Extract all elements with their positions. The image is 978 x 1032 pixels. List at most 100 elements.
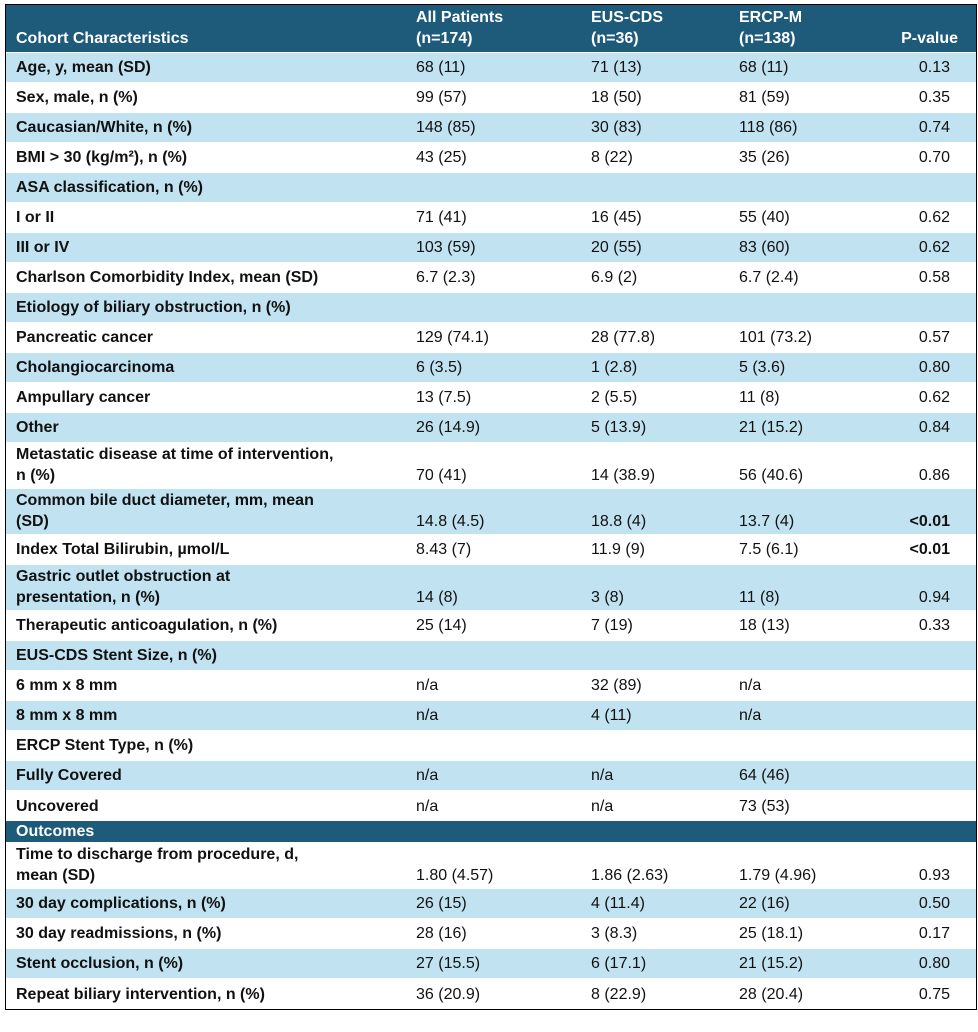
row-label: Caucasian/White, n (%) [16,119,193,136]
table-row: Sex, male, n (%) 99 (57) 18 (50) 81 (59) 0.3… [6,83,976,113]
header-all-patients: All Patients (n=174) [416,9,504,47]
cell-all-patients: 103 (59) [416,239,476,256]
cell-all-patients: 129 (74.1) [416,329,489,346]
cell-p-value: 0.17 [918,925,950,942]
header-cohort-characteristics: Cohort Characteristics [16,30,189,47]
cell-p-value: 0.33 [918,617,950,634]
row-label: Stent occlusion, n (%) [16,955,184,972]
cell-p-value: 0.13 [918,59,950,76]
cell-eus-cds: 6.9 (2) [591,269,638,286]
cell-all-patients: 14 (8) [416,589,458,606]
cell-eus-cds: 3 (8) [591,589,624,606]
cell-eus-cds: n/a [591,767,614,784]
header-eus-cds: EUS-CDS (n=36) [591,9,664,47]
cell-p-value: 0.70 [918,149,950,166]
row-label: Fully Covered [16,767,122,784]
cell-p-value [875,641,976,670]
table-row: Stent occlusion, n (%) 27 (15.5) 6 (17.1) 2… [6,949,976,979]
table-row: Therapeutic anticoagulation, n (%) 25 (14… [6,611,976,641]
table-row: 30 day readmissions, n (%) 28 (16) 3 (8.3)… [6,919,976,949]
table-row: Common bile duct diameter, mm, mean (SD)… [6,489,976,535]
cell-all-patients: 36 (20.9) [416,985,481,1003]
row-label: Therapeutic anticoagulation, n (%) [16,617,278,634]
table-row: Time to discharge from procedure, d, mea… [6,843,976,889]
cell-all-patients: n/a [416,707,439,724]
cell-all-patients [406,173,581,202]
row-label: Gastric outlet obstruction at presentati… [16,568,231,606]
cell-all-patients: 43 (25) [416,149,467,166]
table-row: EUS-CDS Stent Size, n (%) [6,641,976,671]
cell-all-patients: 6 (3.5) [416,359,463,376]
cell-eus-cds: 8 (22) [591,149,633,166]
row-label: III or IV [16,239,70,256]
cell-p-value [875,701,976,730]
cell-eus-cds: 18.8 (4) [591,513,647,530]
cell-ercp-m: 25 (18.1) [739,925,804,942]
cell-all-patients: 8.43 (7) [416,541,472,558]
cell-eus-cds: 8 (22.9) [591,985,647,1003]
cell-p-value: 0.75 [918,985,950,1003]
cohort-rows: Age, y, mean (SD) 68 (11) 71 (13) 68 (11) 0.… [6,53,976,821]
row-label: Metastatic disease at time of interventi… [16,446,334,484]
table-row: Other 26 (14.9) 5 (13.9) 21 (15.2) 0.84 [6,413,976,443]
cell-all-patients: 6.7 (2.3) [416,269,476,286]
cell-all-patients [406,293,581,322]
cell-p-value [875,173,976,202]
cell-eus-cds: n/a [591,797,614,815]
cell-p-value: 0.35 [918,89,950,106]
cell-eus-cds: 1 (2.8) [591,359,638,376]
table-row: ASA classification, n (%) [6,173,976,203]
row-label: Index Total Bilirubin, µmol/L [16,541,230,558]
table-header-row: Cohort Characteristics All Patients (n=1… [6,5,976,53]
row-label: Etiology of biliary obstruction, n (%) [16,299,291,316]
cell-all-patients [406,641,581,670]
table-row: Charlson Comorbidity Index, mean (SD) 6.7… [6,263,976,293]
cell-p-value [875,761,976,790]
row-label: 30 day readmissions, n (%) [16,925,222,942]
cell-ercp-m [729,293,875,322]
cell-all-patients: 71 (41) [416,209,467,226]
row-label: Uncovered [16,797,99,815]
cell-ercp-m: 101 (73.2) [739,329,812,346]
cell-all-patients: 27 (15.5) [416,955,481,972]
cell-eus-cds: 16 (45) [591,209,642,226]
cell-p-value [875,731,976,760]
table-row: ERCP Stent Type, n (%) [6,731,976,761]
cell-ercp-m: 21 (15.2) [739,955,804,972]
outcome-rows: Time to discharge from procedure, d, mea… [6,843,976,1009]
table-row: BMI > 30 (kg/m²), n (%) 43 (25) 8 (22) 35 (… [6,143,976,173]
cell-ercp-m: 7.5 (6.1) [739,541,799,558]
cell-p-value [875,791,976,821]
cell-eus-cds: 28 (77.8) [591,329,656,346]
cell-all-patients: n/a [416,677,439,694]
row-label: I or II [16,209,55,226]
table-row: Cholangiocarcinoma 6 (3.5) 1 (2.8) 5 (3.6) 0… [6,353,976,383]
cell-p-value: 0.50 [918,895,950,912]
cell-eus-cds: 5 (13.9) [591,419,647,436]
cell-p-value: 0.80 [918,359,950,376]
table-row: Gastric outlet obstruction at presentati… [6,565,976,611]
row-label: ASA classification, n (%) [16,179,203,196]
cell-eus-cds: 30 (83) [591,119,642,136]
table-row: Etiology of biliary obstruction, n (%) [6,293,976,323]
cell-all-patients: 14.8 (4.5) [416,513,485,530]
row-label: Charlson Comorbidity Index, mean (SD) [16,269,319,286]
cell-all-patients: 25 (14) [416,617,467,634]
cell-eus-cds: 20 (55) [591,239,642,256]
cell-all-patients: 99 (57) [416,89,467,106]
cell-ercp-m: 22 (16) [739,895,790,912]
cell-eus-cds: 71 (13) [591,59,642,76]
cell-eus-cds: 14 (38.9) [591,467,656,484]
row-label: 8 mm x 8 mm [16,707,118,724]
cell-ercp-m: 5 (3.6) [739,359,786,376]
cell-all-patients: 28 (16) [416,925,467,942]
cell-p-value [875,671,976,700]
cell-eus-cds: 18 (50) [591,89,642,106]
row-label: Sex, male, n (%) [16,89,138,106]
cell-eus-cds: 6 (17.1) [591,955,647,972]
table-row: Caucasian/White, n (%) 148 (85) 30 (83) 118… [6,113,976,143]
table-row: Repeat biliary intervention, n (%) 36 (20… [6,979,976,1009]
cell-p-value: 0.62 [918,389,950,406]
table-row: Ampullary cancer 13 (7.5) 2 (5.5) 11 (8) 0.6… [6,383,976,413]
cell-p-value: <0.01 [909,513,950,530]
